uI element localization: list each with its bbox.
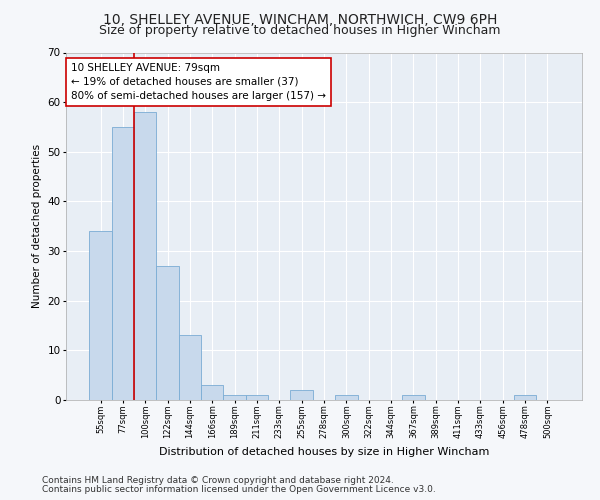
Bar bbox=[335, 395, 358, 400]
Text: Contains HM Land Registry data © Crown copyright and database right 2024.: Contains HM Land Registry data © Crown c… bbox=[42, 476, 394, 485]
Bar bbox=[290, 390, 313, 400]
Bar bbox=[179, 336, 201, 400]
X-axis label: Distribution of detached houses by size in Higher Wincham: Distribution of detached houses by size … bbox=[159, 446, 489, 456]
Text: 10 SHELLEY AVENUE: 79sqm
← 19% of detached houses are smaller (37)
80% of semi-d: 10 SHELLEY AVENUE: 79sqm ← 19% of detach… bbox=[71, 63, 326, 101]
Bar bbox=[246, 395, 268, 400]
Bar bbox=[402, 395, 425, 400]
Bar bbox=[223, 395, 246, 400]
Text: Contains public sector information licensed under the Open Government Licence v3: Contains public sector information licen… bbox=[42, 485, 436, 494]
Text: Size of property relative to detached houses in Higher Wincham: Size of property relative to detached ho… bbox=[99, 24, 501, 37]
Bar bbox=[134, 112, 157, 400]
Text: 10, SHELLEY AVENUE, WINCHAM, NORTHWICH, CW9 6PH: 10, SHELLEY AVENUE, WINCHAM, NORTHWICH, … bbox=[103, 12, 497, 26]
Y-axis label: Number of detached properties: Number of detached properties bbox=[32, 144, 42, 308]
Bar bbox=[201, 385, 223, 400]
Bar bbox=[89, 231, 112, 400]
Bar bbox=[112, 127, 134, 400]
Bar bbox=[157, 266, 179, 400]
Bar bbox=[514, 395, 536, 400]
